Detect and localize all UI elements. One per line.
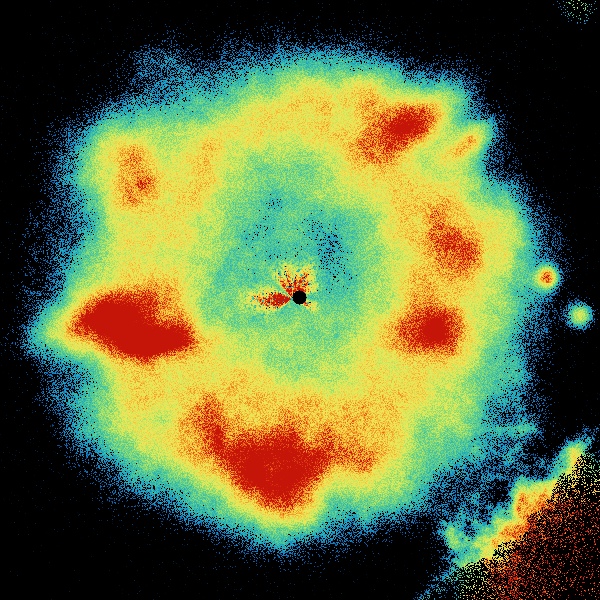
false-color-image-canvas [0, 0, 600, 600]
image-stage [0, 0, 600, 600]
